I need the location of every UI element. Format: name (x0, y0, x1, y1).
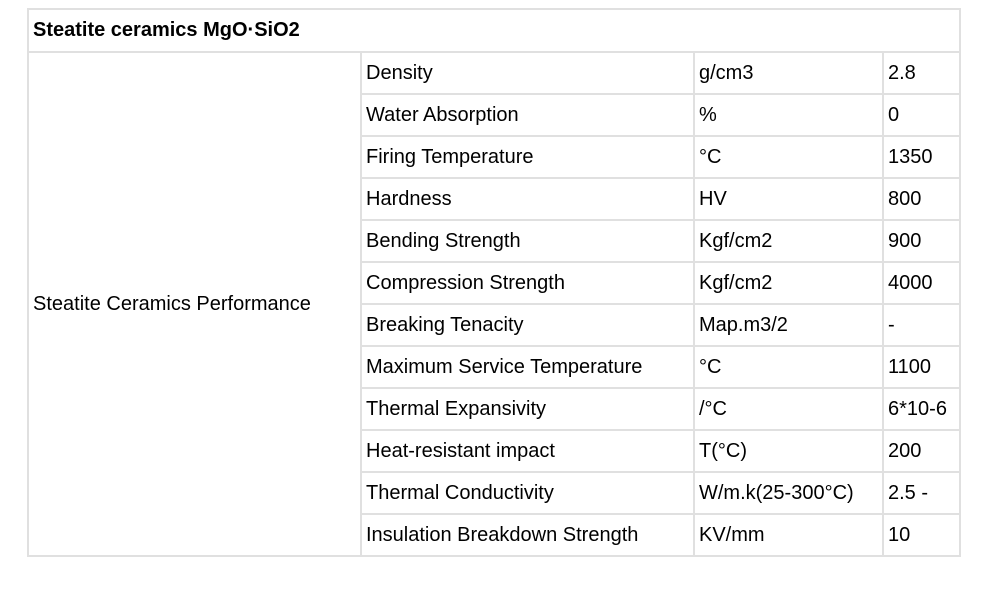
value-cell: 0 (881, 93, 962, 137)
value-cell: 800 (881, 177, 962, 221)
value-cell: 900 (881, 219, 962, 263)
value-cell: 1350 (881, 135, 962, 179)
property-cell: Breaking Tenacity (360, 303, 695, 347)
property-cell: Bending Strength (360, 219, 695, 263)
property-cell: Compression Strength (360, 261, 695, 305)
unit-cell: Kgf/cm2 (693, 219, 884, 263)
value-cell: 1100 (881, 345, 962, 389)
properties-table-body: Steatite ceramics MgO·SiO2 Steatite Cera… (26, 8, 962, 557)
property-cell: Insulation Breakdown Strength (360, 513, 695, 557)
value-cell: 2.8 (881, 51, 962, 95)
value-cell: 200 (881, 429, 962, 473)
table-row: Thermal Conductivity W/m.k(25-300°C) 2.5… (28, 471, 962, 515)
unit-cell: KV/mm (693, 513, 884, 557)
table-row: Thermal Expansivity /°C 6*10-6 (28, 387, 962, 431)
unit-cell: Kgf/cm2 (693, 261, 884, 305)
unit-cell: Map.m3/2 (693, 303, 884, 347)
group-label: Steatite Ceramics Performance (27, 51, 362, 557)
table-title-row: Steatite ceramics MgO·SiO2 (26, 8, 962, 53)
value-cell: 4000 (881, 261, 962, 305)
table-row: Compression Strength Kgf/cm2 4000 (28, 261, 962, 305)
value-cell: - (881, 303, 962, 347)
unit-cell: HV (693, 177, 884, 221)
unit-cell: % (693, 93, 884, 137)
table-row: Hardness HV 800 (28, 177, 962, 221)
table-row: Maximum Service Temperature °C 1100 (28, 345, 962, 389)
property-cell: Hardness (360, 177, 695, 221)
property-cell: Density (360, 51, 695, 95)
property-cell: Thermal Expansivity (360, 387, 695, 431)
property-cell: Firing Temperature (360, 135, 695, 179)
properties-table: Steatite ceramics MgO·SiO2 Steatite Cera… (26, 8, 962, 557)
property-cell: Heat-resistant impact (360, 429, 695, 473)
value-cell: 6*10-6 (881, 387, 962, 431)
unit-cell: °C (693, 135, 884, 179)
unit-cell: °C (693, 345, 884, 389)
unit-cell: T(°C) (693, 429, 884, 473)
table-row: Bending Strength Kgf/cm2 900 (28, 219, 962, 263)
property-cell: Maximum Service Temperature (360, 345, 695, 389)
value-cell: 10 (881, 513, 962, 557)
property-cell: Water Absorption (360, 93, 695, 137)
unit-cell: /°C (693, 387, 884, 431)
table-row: Insulation Breakdown Strength KV/mm 10 (28, 513, 962, 557)
table-row: Firing Temperature °C 1350 (28, 135, 962, 179)
value-cell: 2.5 - (881, 471, 962, 515)
table-row: Heat-resistant impact T(°C) 200 (28, 429, 962, 473)
unit-cell: W/m.k(25-300°C) (693, 471, 884, 515)
property-cell: Thermal Conductivity (360, 471, 695, 515)
table-title: Steatite ceramics MgO·SiO2 (26, 8, 962, 53)
table-row: Water Absorption % 0 (28, 93, 962, 137)
table-row: Breaking Tenacity Map.m3/2 - (28, 303, 962, 347)
table-row: Steatite Ceramics Performance Density g/… (27, 51, 962, 557)
unit-cell: g/cm3 (693, 51, 884, 95)
